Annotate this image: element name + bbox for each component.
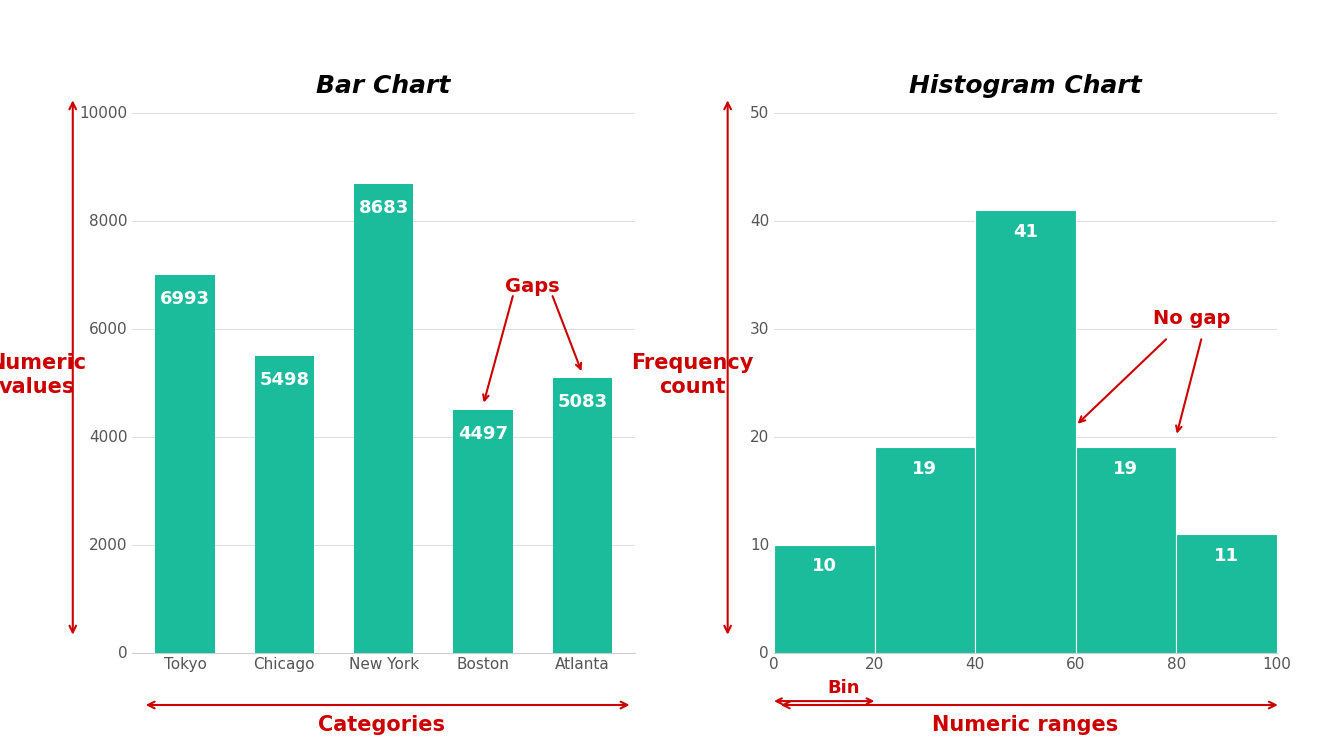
Bar: [774, 544, 875, 652]
Bar: [975, 210, 1076, 652]
Text: 19: 19: [913, 460, 937, 478]
Text: 6993: 6993: [160, 290, 210, 308]
Text: Categories: Categories: [318, 716, 445, 735]
Text: 41: 41: [1013, 223, 1037, 241]
Text: Numeric ranges: Numeric ranges: [933, 716, 1118, 735]
Text: 4497: 4497: [458, 424, 508, 442]
Title: Bar Chart: Bar Chart: [316, 74, 451, 98]
Text: 10: 10: [812, 557, 836, 575]
Bar: [155, 275, 214, 652]
Bar: [553, 378, 613, 652]
Text: 19: 19: [1114, 460, 1138, 478]
Text: 8683: 8683: [359, 199, 409, 217]
Text: 5083: 5083: [557, 393, 607, 411]
Bar: [1176, 534, 1277, 652]
Text: 5498: 5498: [259, 370, 310, 388]
Bar: [254, 356, 314, 652]
Bar: [353, 184, 414, 652]
Text: Gaps: Gaps: [505, 277, 560, 296]
Text: Bin: Bin: [828, 679, 860, 697]
Text: Frequency
count: Frequency count: [631, 353, 753, 397]
Text: No gap: No gap: [1152, 310, 1230, 328]
Bar: [454, 410, 513, 652]
Bar: [875, 447, 975, 652]
Bar: [1076, 447, 1176, 652]
Title: Histogram Chart: Histogram Chart: [909, 74, 1142, 98]
Text: 11: 11: [1215, 547, 1238, 565]
Text: Numeric
values: Numeric values: [0, 353, 86, 397]
